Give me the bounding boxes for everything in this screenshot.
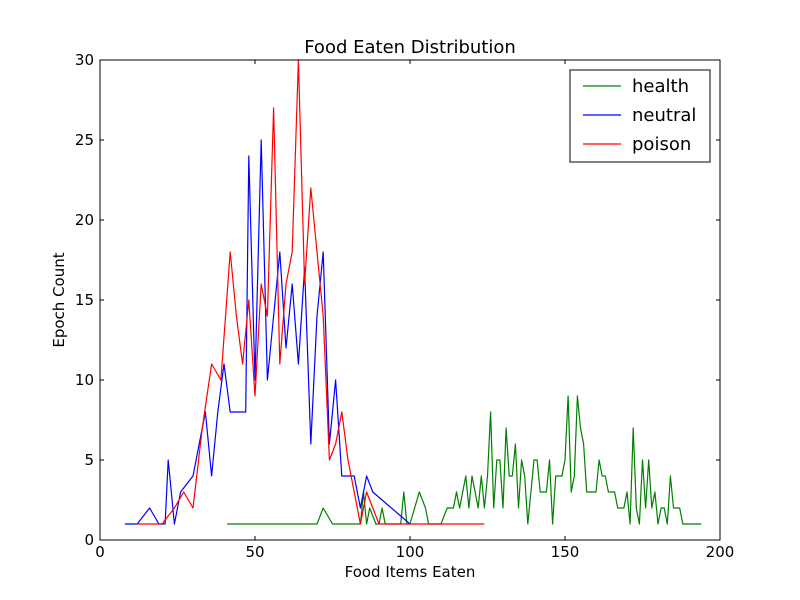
series-line-health [227,395,702,525]
y-tick-label: 30 [75,51,94,69]
x-tick-label: 50 [245,543,264,561]
y-tick-label: 25 [75,131,94,149]
x-axis-label: Food Items Eaten [345,563,476,581]
legend-box [569,69,711,163]
x-axis: 0 50 100 150 200 [95,60,734,561]
y-tick-label: 0 [84,531,94,549]
y-tick-label: 15 [75,291,94,309]
x-tick-label: 150 [551,543,580,561]
x-tick-label: 200 [706,543,735,561]
series-line-poison [137,59,485,525]
y-tick-label: 10 [75,371,94,389]
legend-label-poison: poison [632,134,691,155]
x-tick-label: 0 [95,543,105,561]
x-tick-label: 100 [396,543,425,561]
chart-title: Food Eaten Distribution [304,37,516,58]
y-axis: 0 5 10 15 20 25 30 [75,51,720,549]
y-axis-label: Epoch Count [50,252,68,347]
legend: health neutral poison [569,69,711,163]
y-tick-label: 5 [84,451,94,469]
legend-label-health: health [632,76,689,97]
series-line-neutral [124,139,411,525]
legend-label-neutral: neutral [632,105,696,126]
series-layer [124,59,702,525]
y-tick-label: 20 [75,211,94,229]
